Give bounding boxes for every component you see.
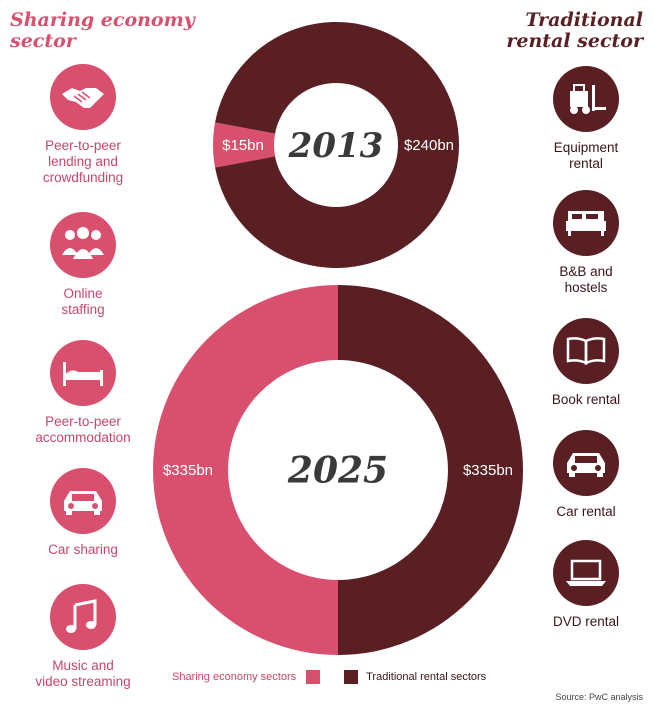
forklift-icon	[553, 66, 619, 132]
list-item: Music and video streaming	[8, 584, 158, 690]
item-label: Equipment rental	[553, 140, 619, 171]
item-label: Book rental	[551, 392, 621, 407]
laptop-icon	[553, 540, 619, 606]
traditional-rental-heading: Traditional rental sector	[506, 9, 643, 52]
slice-value-label: $335bn	[463, 462, 513, 479]
list-item: Car rental	[516, 430, 653, 520]
list-item: Book rental	[516, 318, 653, 408]
item-label: DVD rental	[552, 614, 620, 629]
legend: Sharing economy sectors Traditional rent…	[172, 670, 510, 684]
donut-slice-sharing	[153, 285, 338, 655]
item-label: Car rental	[556, 504, 616, 519]
item-label: B&B and hostels	[559, 264, 613, 295]
handshake-icon	[50, 64, 116, 130]
legend-label: Sharing economy sectors	[172, 671, 297, 683]
donut-slice-sharing	[213, 122, 276, 168]
music-note-icon	[50, 584, 116, 650]
donut-chart-2025: $335bn $335bn 2025	[153, 285, 523, 655]
donut-slice-traditional	[338, 285, 523, 655]
legend-entry-sharing: Sharing economy sectors	[172, 670, 321, 684]
year-label: 2025	[287, 450, 388, 492]
legend-entry-traditional: Traditional rental sectors	[344, 670, 486, 684]
list-item: Peer-to-peer lending and crowdfunding	[8, 64, 158, 186]
legend-label: Traditional rental sectors	[366, 671, 487, 683]
list-item: Car sharing	[8, 468, 158, 558]
item-label: Car sharing	[48, 542, 118, 557]
donut-chart-2013: $15bn $240bn 2013	[213, 21, 459, 268]
open-book-icon	[553, 318, 619, 384]
car-front-icon	[50, 468, 116, 534]
slice-value-label: $15bn	[222, 137, 264, 154]
item-label: Online staffing	[61, 286, 105, 317]
list-item: Equipment rental	[516, 66, 653, 172]
bed-icon	[50, 340, 116, 406]
car-front-icon	[553, 430, 619, 496]
list-item: Peer-to-peer accommodation	[8, 340, 158, 446]
legend-swatch-traditional	[344, 670, 359, 684]
item-label: Music and video streaming	[35, 658, 131, 689]
bed-icon	[553, 190, 619, 256]
year-label: 2013	[288, 126, 384, 166]
sharing-economy-heading: Sharing economy sector	[10, 9, 195, 52]
slice-value-label: $240bn	[404, 137, 454, 154]
source-note: Source: PwC analysis	[555, 692, 643, 702]
people-icon	[50, 212, 116, 278]
slice-value-label: $335bn	[163, 462, 213, 479]
legend-swatch-sharing	[306, 670, 321, 684]
list-item: B&B and hostels	[516, 190, 653, 296]
list-item: Online staffing	[8, 212, 158, 318]
item-label: Peer-to-peer accommodation	[35, 414, 131, 445]
item-label: Peer-to-peer lending and crowdfunding	[42, 138, 124, 185]
donut-slice-traditional	[215, 21, 459, 268]
list-item: DVD rental	[516, 540, 653, 630]
